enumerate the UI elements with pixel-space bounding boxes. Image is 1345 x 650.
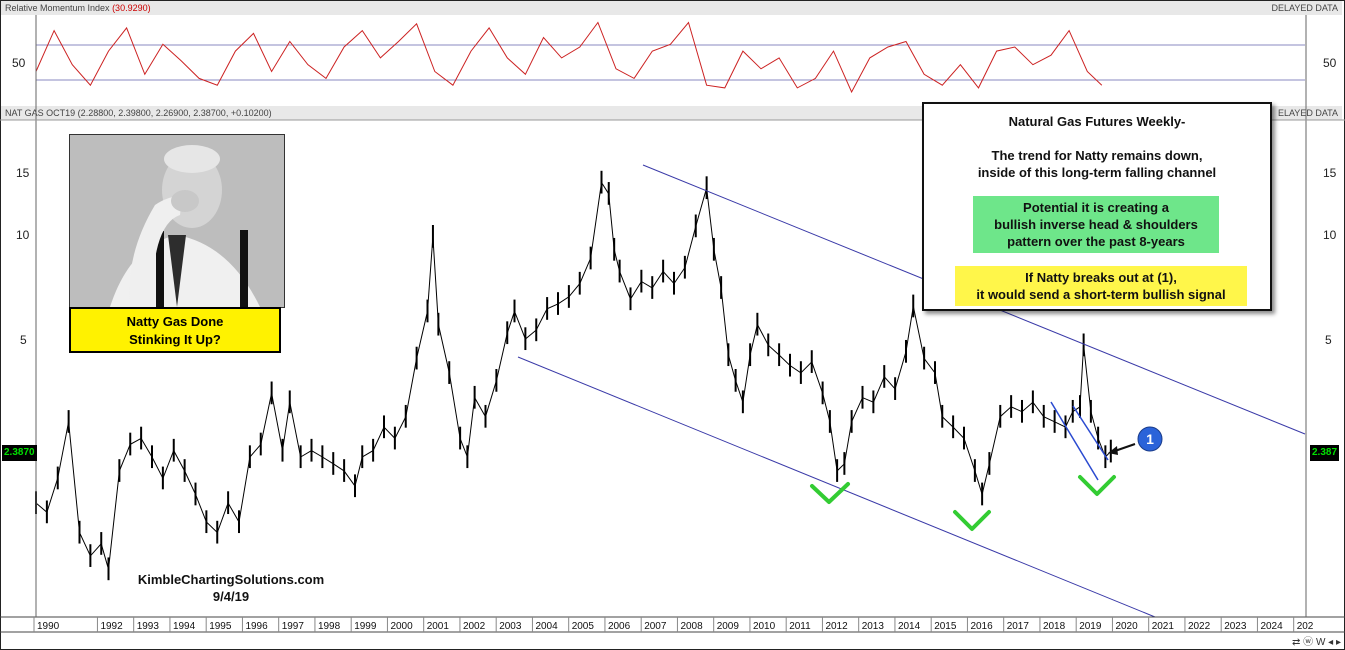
x-tick-label-2023: 2023 (1224, 621, 1247, 632)
delayed-data-label: DELAYED DATA (1271, 3, 1338, 13)
x-tick-label-2005: 2005 (572, 621, 595, 632)
check-mark-1 (810, 482, 850, 504)
wedge-line-a (1050, 401, 1099, 481)
price-tick-5-right: 5 (1325, 333, 1332, 347)
price-panel: 1 (35, 164, 1306, 618)
x-tick-label-1993: 1993 (137, 621, 160, 632)
man-holding-nose-photo (69, 134, 285, 308)
x-tick-label-1996: 1996 (245, 621, 268, 632)
x-tick-label-2014: 2014 (898, 621, 921, 632)
price-tick-10-left: 10 (16, 228, 30, 242)
x-tick-label-2018: 2018 (1043, 621, 1066, 632)
price-tick-5-left: 5 (20, 333, 27, 347)
x-tick-label-2008: 2008 (680, 621, 703, 632)
x-tick-label-2001: 2001 (427, 621, 450, 632)
marker-1-circle (1137, 426, 1163, 452)
x-tick-label-1992: 1992 (100, 621, 123, 632)
x-tick-label-1990: 1990 (37, 621, 60, 632)
price-tick-15-right: 15 (1323, 166, 1337, 180)
yellow-line-2: it would send a short-term bullish signa… (976, 287, 1226, 302)
x-tick-label-2017: 2017 (1007, 621, 1030, 632)
x-tick-label-2024: 2024 (1260, 621, 1283, 632)
price-line (35, 181, 1112, 570)
yellow-line-1: If Natty breaks out at (1), (1025, 270, 1177, 285)
x-tick-label-2022: 2022 (1188, 621, 1211, 632)
price-tick-10-right: 10 (1323, 228, 1337, 242)
last-price-left: 2.3870 (2, 445, 37, 461)
delayed-data-label-2: ELAYED DATA (1277, 108, 1338, 118)
x-tick-label-1994: 1994 (173, 621, 196, 632)
x-tick-label-1998: 1998 (318, 621, 341, 632)
wedge-line-b (1072, 405, 1109, 461)
check-mark-2 (953, 510, 991, 531)
x-tick-label-1999: 1999 (354, 621, 377, 632)
x-tick-label-2003: 2003 (499, 621, 522, 632)
x-tick-label-1997: 1997 (282, 621, 305, 632)
x-tick-label-2020: 2020 (1115, 621, 1138, 632)
x-tick-label-2011: 2011 (789, 621, 811, 632)
chart-controls[interactable]: ⇄ ⓦ W ◂ ▸ (1292, 637, 1341, 648)
x-tick-label-2019: 2019 (1079, 621, 1102, 632)
x-tick-label-2013: 2013 (862, 621, 885, 632)
x-tick-label-2007: 2007 (644, 621, 667, 632)
x-tick-label-2021: 2021 (1152, 621, 1175, 632)
x-tick-label-2000: 2000 (390, 621, 413, 632)
check-mark-3 (1078, 475, 1116, 496)
price-series-label: NAT GAS OCT19 (2.28800, 2.39800, 2.26900… (5, 108, 272, 118)
x-tick-label-2016: 2016 (970, 621, 993, 632)
photo-caption: Natty Gas Done Stinking It Up? (69, 307, 281, 353)
rmi-value: (30.9290) (112, 3, 151, 13)
annotation-green-note: Potential it is creating a bullish inver… (973, 196, 1219, 253)
caption-line-2: Stinking It Up? (129, 332, 221, 347)
rmi-tick-right: 50 (1323, 56, 1337, 70)
x-tick-label-2015: 2015 (934, 621, 957, 632)
x-tick-label-2004: 2004 (535, 621, 558, 632)
x-tick-label-2010: 2010 (753, 621, 776, 632)
annotation-title: Natural Gas Futures Weekly- (1008, 114, 1186, 129)
green-line-3: pattern over the past 8-years (1007, 234, 1185, 249)
credit-date: 9/4/19 (212, 589, 250, 604)
last-price-right: 2.387 (1310, 445, 1340, 461)
x-tick-label-1995: 1995 (209, 621, 232, 632)
rmi-label: Relative Momentum Index (5, 3, 110, 13)
green-line-1: Potential it is creating a (1023, 200, 1169, 215)
annotation-box: Natural Gas Futures Weekly- The trend fo… (922, 102, 1272, 311)
channel-lower-line (517, 356, 1156, 618)
x-tick-label-2012: 2012 (825, 621, 848, 632)
trend-line-2: inside of this long-term falling channel (977, 165, 1217, 180)
arrow-head (1108, 446, 1118, 455)
credit-watermark: KimbleChartingSolutions.com 9/4/19 (126, 571, 336, 605)
price-tick-15-left: 15 (16, 166, 30, 180)
x-tick-label-2006: 2006 (608, 621, 631, 632)
credit-site: KimbleChartingSolutions.com (137, 572, 325, 587)
rmi-tick-left: 50 (12, 56, 26, 70)
trend-line-1: The trend for Natty remains down, (991, 148, 1203, 163)
green-line-2: bullish inverse head & shoulders (994, 217, 1198, 232)
x-tick-label-2009: 2009 (717, 621, 740, 632)
rmi-panel (35, 21, 1305, 94)
photo-illustration (70, 135, 284, 307)
x-tick-label-2002: 2002 (463, 621, 486, 632)
annotation-trend: The trend for Natty remains down, inside… (924, 147, 1270, 181)
marker-1-label: 1 (1146, 431, 1154, 447)
x-tick-label-202: 202 (1297, 621, 1314, 632)
caption-line-1: Natty Gas Done (126, 314, 224, 329)
rmi-header: Relative Momentum Index (30.9290) DELAYE… (1, 1, 1342, 15)
x-axis: 1990 1992 1993 1994 1995 1996 1997 1998 1999 2000… (0, 616, 1345, 633)
rmi-line (35, 21, 1103, 94)
annotation-yellow-note: If Natty breaks out at (1), it would sen… (955, 266, 1247, 306)
